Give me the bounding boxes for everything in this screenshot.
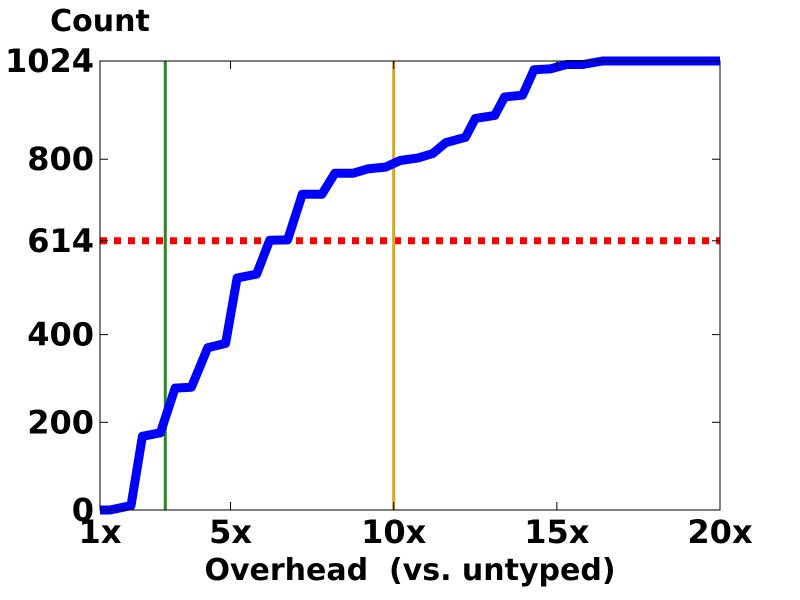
y-tick-label: 1024 — [5, 42, 94, 80]
y-axis-label: Count — [50, 4, 150, 39]
x-tick-label: 1x — [79, 513, 122, 551]
x-tick-label: 15x — [524, 513, 590, 551]
y-tick-label: 800 — [27, 140, 94, 178]
x-tick-label: 5x — [209, 513, 252, 551]
x-tick-label: 10x — [361, 513, 427, 551]
x-axis-label: Overhead (vs. untyped) — [204, 553, 615, 588]
y-tick-label: 0 — [72, 491, 94, 529]
x-tick-label: 20x — [687, 513, 753, 551]
axis-ticks: 1x 5x 10x 15x 20x 0 200 400 614 800 1024 — [5, 42, 753, 551]
y-tick-label: 200 — [27, 403, 94, 441]
y-tick-label: 614 — [27, 222, 94, 260]
plot-frame — [99, 60, 721, 511]
plot-area — [100, 56, 720, 515]
y-tick-label: 400 — [27, 316, 94, 354]
series-line-0 — [100, 56, 720, 515]
